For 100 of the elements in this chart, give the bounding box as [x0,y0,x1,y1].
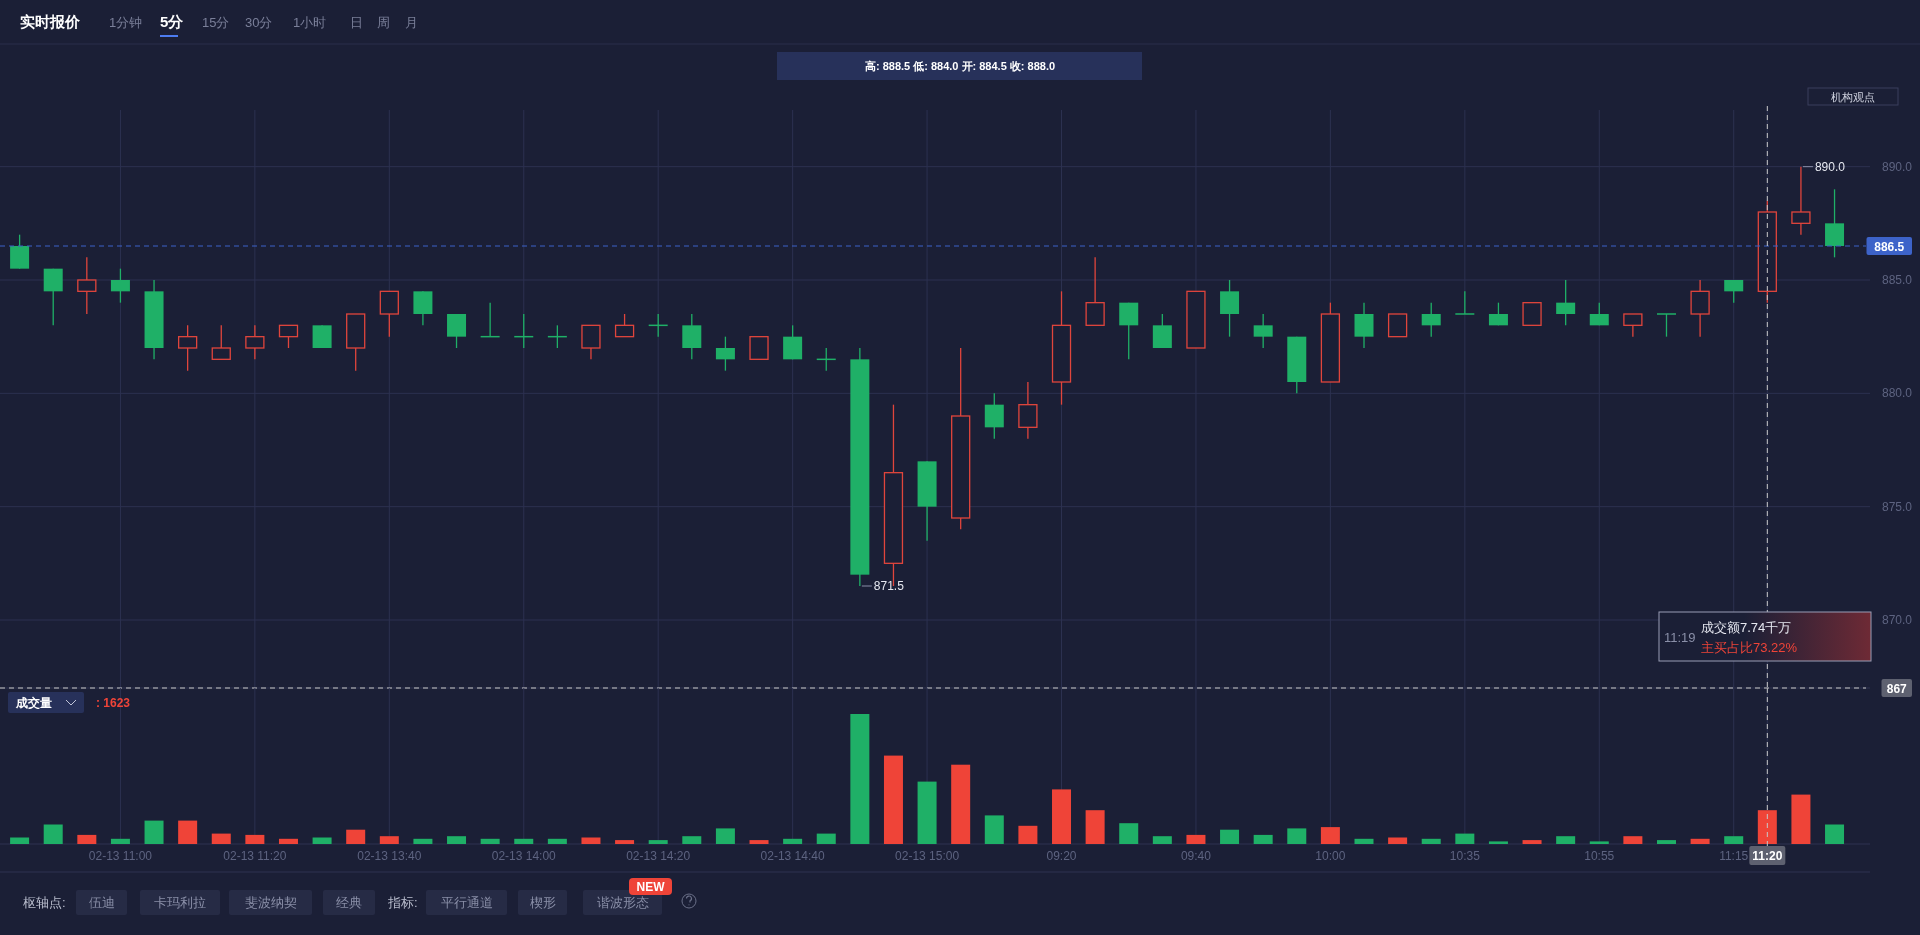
bar [1186,834,1206,844]
bar [1623,836,1643,844]
text: 月 [405,15,418,30]
x-tick-label: 02-13 14:20 [626,849,691,863]
text: 15分 [202,15,230,30]
candlestick [581,324,601,360]
candlestick [614,313,635,338]
bar [1018,825,1038,844]
candlestick [1791,166,1811,236]
bar [1522,840,1542,844]
x-tick-label: 02-13 15:00 [895,849,960,863]
candlestick [211,324,231,360]
text: 机构观点 [1831,91,1875,103]
candlestick [1724,279,1744,304]
candlestick [43,268,63,326]
x-tick-label: 02-13 11:00 [88,849,153,863]
chart-title: 成交量 [15,696,52,710]
text: 1小时 [293,15,327,30]
annotation: 成交额7.74千万 [1701,620,1792,635]
bar [1253,834,1273,844]
bar [144,820,164,844]
bar [1421,838,1441,844]
candlestick [1623,313,1643,338]
bar [178,820,198,844]
y-tick-label: 880.0 [1882,386,1913,401]
ref-line-label: 867 [1886,681,1908,696]
bar [1119,823,1139,844]
bar [514,838,534,844]
candlestick [278,324,299,349]
chart-title: 实时报价 [20,13,81,30]
bar [1656,840,1676,844]
candlestick [984,392,1004,440]
ref-line-label: 886.5 [1874,239,1905,254]
annotation: 871.5 [873,579,905,593]
text: 5分 [160,13,185,30]
bar [346,829,366,844]
x-tick-label: 02-13 13:40 [357,849,422,863]
bar [413,838,433,844]
bar [1388,837,1408,844]
bar [715,828,735,844]
x-tick-label: 11:20 [1752,849,1783,863]
candlestick [1522,302,1542,326]
bar [883,755,903,844]
bar [110,838,130,844]
y-tick-label: 875.0 [1882,499,1913,514]
button: 斐波纳契 [229,890,312,915]
candlestick [1825,188,1845,258]
bar [1085,810,1105,844]
bar [1757,810,1777,844]
new-badge: NEW [629,878,672,895]
button: 平行通道 [426,890,507,915]
candlestick [1354,302,1374,349]
x-tick-label: 11:15 [1719,849,1749,863]
bar [1825,824,1845,844]
bar [850,714,870,844]
candlestick [1421,302,1441,338]
candlestick [1556,279,1576,326]
bar [77,834,97,844]
candlestick [110,268,130,304]
candlestick [1220,279,1240,338]
bar [1589,841,1609,844]
x-tick-label: 02-13 14:00 [491,849,557,863]
candlestick [77,256,97,315]
button: 卡玛利拉 [140,890,220,915]
text: : 1623 [96,696,131,710]
button: 伍迪 [76,890,127,915]
annotation: 主买占比73.22% [1701,640,1798,655]
candlestick [547,324,568,349]
button: 经典 [323,890,375,915]
text: 周 [377,15,390,30]
bar [312,837,332,844]
bar [1354,838,1374,844]
bar [783,838,803,844]
x-tick-label: 09:20 [1046,849,1077,863]
bar [1152,836,1172,844]
bar [682,836,702,844]
bar [1220,829,1240,844]
bar [917,781,937,844]
text: 1分钟 [109,15,143,30]
candlestick [783,324,803,360]
x-tick-label: 02-13 11:20 [223,849,287,863]
bar [547,838,567,844]
bar [1052,789,1072,844]
bar [816,833,836,844]
bar [1724,836,1744,844]
candlestick [447,313,467,349]
bar [43,824,63,844]
button: 谐波形态 [583,890,662,915]
candlestick [1152,313,1172,349]
bar [1488,841,1508,844]
bar [1287,828,1307,844]
candlestick [413,290,433,326]
candlestick [245,324,265,360]
bar [10,837,30,844]
candlestick [1253,313,1273,349]
candlestick [715,336,735,372]
candlestick [1656,313,1677,338]
x-tick-label: 10:00 [1315,849,1346,863]
x-tick-label: 02-13 14:40 [760,849,825,863]
candlestick [1454,290,1476,315]
